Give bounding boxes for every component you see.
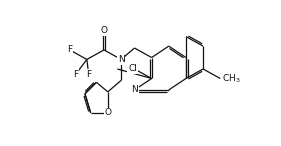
Text: O: O: [101, 26, 108, 35]
Text: F: F: [86, 70, 91, 79]
Text: F: F: [67, 45, 72, 54]
Text: N: N: [131, 85, 138, 94]
Text: Cl: Cl: [128, 65, 137, 73]
Text: O: O: [104, 108, 111, 117]
Text: N: N: [118, 55, 124, 64]
Text: CH$_3$: CH$_3$: [222, 72, 241, 85]
Text: F: F: [73, 70, 78, 79]
